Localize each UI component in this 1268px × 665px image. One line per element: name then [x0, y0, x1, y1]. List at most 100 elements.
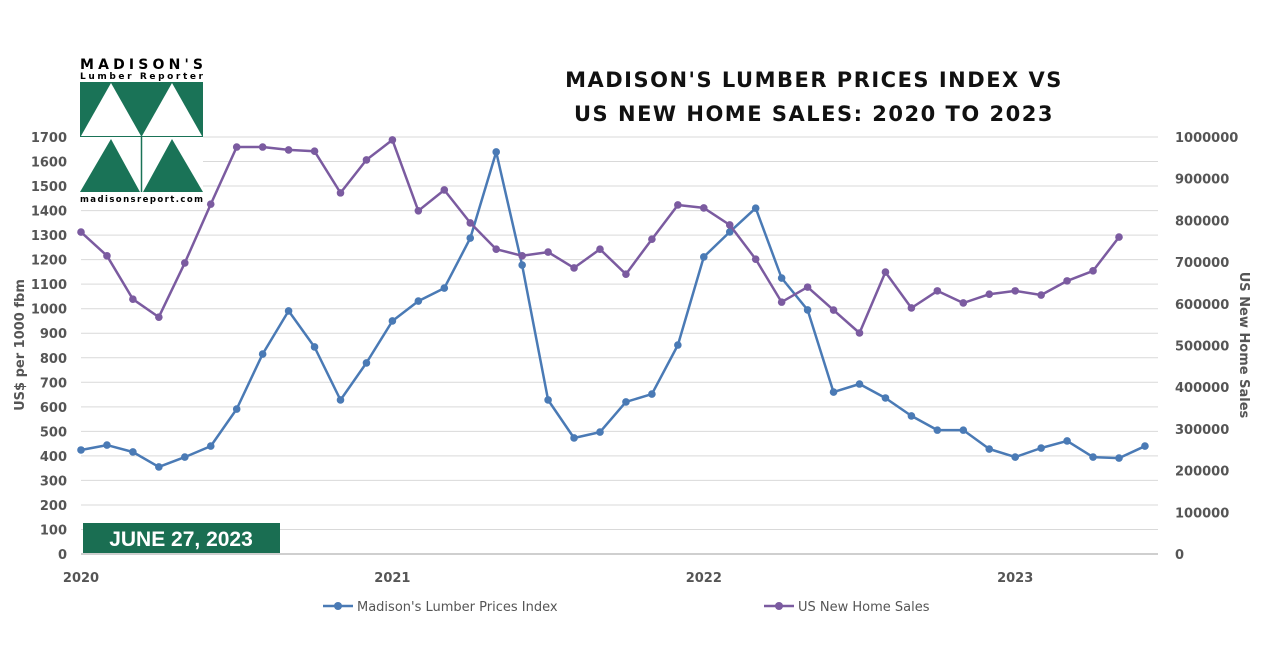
left-tick-label: 600: [40, 401, 67, 416]
data-point-lumber: [466, 234, 475, 242]
left-tick-label: 900: [40, 327, 67, 342]
data-point-lumber: [777, 274, 786, 282]
right-axis-ticks: 0 100000 200000 300000 400000 500000 600000 700…: [1175, 131, 1238, 563]
data-point-home-sales: [129, 295, 137, 304]
data-point-home-sales: [336, 189, 345, 197]
left-axis-ticks: 0 100 200 300 400 500 600 700 800 900 1000 1100 1200…: [31, 131, 67, 563]
left-tick-label: 300: [40, 474, 67, 489]
data-point-lumber: [440, 284, 449, 292]
data-point-home-sales: [466, 219, 475, 227]
logo-subtitle: Lumber Reporter: [80, 72, 204, 82]
data-point-lumber: [570, 434, 578, 442]
data-point-lumber: [181, 453, 189, 461]
data-point-lumber: [362, 359, 371, 367]
left-tick-label: 1600: [31, 156, 67, 171]
data-point-home-sales: [181, 259, 189, 267]
data-point-home-sales: [518, 252, 526, 260]
series-group: [77, 136, 1149, 471]
left-tick-label: 400: [40, 450, 67, 465]
legend-item-home-sales[interactable]: US New Home Sales: [764, 600, 930, 615]
right-tick-label: 500000: [1175, 340, 1229, 355]
left-tick-label: 1100: [31, 278, 67, 293]
right-tick-label: 400000: [1175, 381, 1229, 396]
date-badge: JUNE 27, 2023: [83, 523, 280, 553]
data-point-lumber: [1141, 442, 1149, 450]
data-point-home-sales: [570, 264, 578, 272]
data-point-lumber: [518, 261, 526, 269]
data-point-lumber: [674, 341, 682, 349]
right-tick-label: 700000: [1175, 256, 1229, 271]
data-point-lumber: [1011, 453, 1019, 461]
left-tick-label: 1400: [31, 205, 67, 220]
data-point-home-sales: [829, 306, 838, 314]
right-tick-label: 300000: [1175, 423, 1229, 438]
data-point-home-sales: [1115, 233, 1123, 241]
x-tick-label: 2022: [686, 571, 722, 586]
series-line-lumber: [80, 150, 1146, 469]
data-point-home-sales: [1037, 291, 1045, 299]
left-tick-label: 200: [40, 499, 67, 514]
data-point-lumber: [700, 253, 708, 261]
right-tick-label: 900000: [1175, 173, 1229, 188]
data-point-home-sales: [544, 248, 552, 256]
date-badge-text: JUNE 27, 2023: [109, 528, 253, 551]
data-point-lumber: [596, 428, 604, 436]
data-point-home-sales: [440, 186, 449, 194]
right-tick-label: 1000000: [1175, 131, 1238, 146]
legend-label-lumber: Madison's Lumber Prices Index: [357, 600, 558, 615]
x-tick-label: 2020: [63, 571, 99, 586]
data-point-home-sales: [725, 221, 734, 229]
right-axis-label: US New Home Sales: [1236, 272, 1251, 419]
data-point-home-sales: [933, 287, 942, 295]
logo-title: MADISON'S: [80, 57, 203, 73]
data-point-home-sales: [77, 228, 85, 236]
data-point-lumber: [1063, 437, 1071, 445]
left-tick-label: 1300: [31, 229, 67, 244]
legend: Madison's Lumber Prices Index US New Hom…: [323, 600, 930, 615]
data-point-lumber: [622, 398, 630, 406]
legend-marker-lumber: [334, 602, 342, 610]
data-point-home-sales: [648, 235, 656, 243]
right-tick-label: 0: [1175, 548, 1184, 563]
legend-label-home-sales: US New Home Sales: [798, 600, 930, 615]
data-point-lumber: [1115, 454, 1123, 462]
data-point-home-sales: [803, 283, 812, 291]
data-point-lumber: [933, 426, 942, 434]
data-point-home-sales: [206, 200, 215, 208]
legend-item-lumber[interactable]: Madison's Lumber Prices Index: [323, 600, 558, 615]
x-tick-label: 2021: [374, 571, 410, 586]
data-point-lumber: [648, 390, 656, 398]
data-point-lumber: [103, 441, 111, 449]
legend-marker-home-sales: [775, 602, 783, 610]
data-point-lumber: [1089, 453, 1097, 461]
data-point-home-sales: [232, 143, 241, 151]
left-tick-label: 800: [40, 352, 67, 367]
right-tick-label: 600000: [1175, 298, 1229, 313]
data-point-lumber: [492, 148, 501, 156]
data-point-home-sales: [985, 290, 994, 299]
data-point-home-sales: [777, 298, 786, 306]
chart-title-line-2: US NEW HOME SALES: 2020 TO 2023: [574, 102, 1054, 126]
left-axis-label: US$ per 1000 fbm: [13, 279, 28, 411]
right-tick-label: 800000: [1175, 214, 1229, 229]
left-tick-label: 1200: [31, 254, 67, 269]
data-point-lumber: [855, 380, 864, 388]
data-point-lumber: [1037, 444, 1045, 452]
left-tick-label: 0: [58, 548, 67, 563]
data-point-home-sales: [751, 255, 760, 263]
x-axis-ticks: 2020 2021 2022 2023: [63, 571, 1033, 586]
data-point-home-sales: [103, 252, 111, 260]
data-point-home-sales: [388, 136, 397, 144]
data-point-lumber: [336, 396, 345, 404]
data-point-home-sales: [907, 304, 916, 312]
data-point-home-sales: [855, 329, 864, 337]
data-point-home-sales: [1089, 267, 1097, 275]
left-tick-label: 700: [40, 376, 67, 391]
data-point-home-sales: [1063, 277, 1071, 285]
data-point-lumber: [544, 396, 552, 404]
data-point-home-sales: [596, 245, 604, 253]
data-point-lumber: [206, 442, 215, 450]
data-point-lumber: [284, 307, 293, 315]
right-tick-label: 100000: [1175, 506, 1229, 521]
